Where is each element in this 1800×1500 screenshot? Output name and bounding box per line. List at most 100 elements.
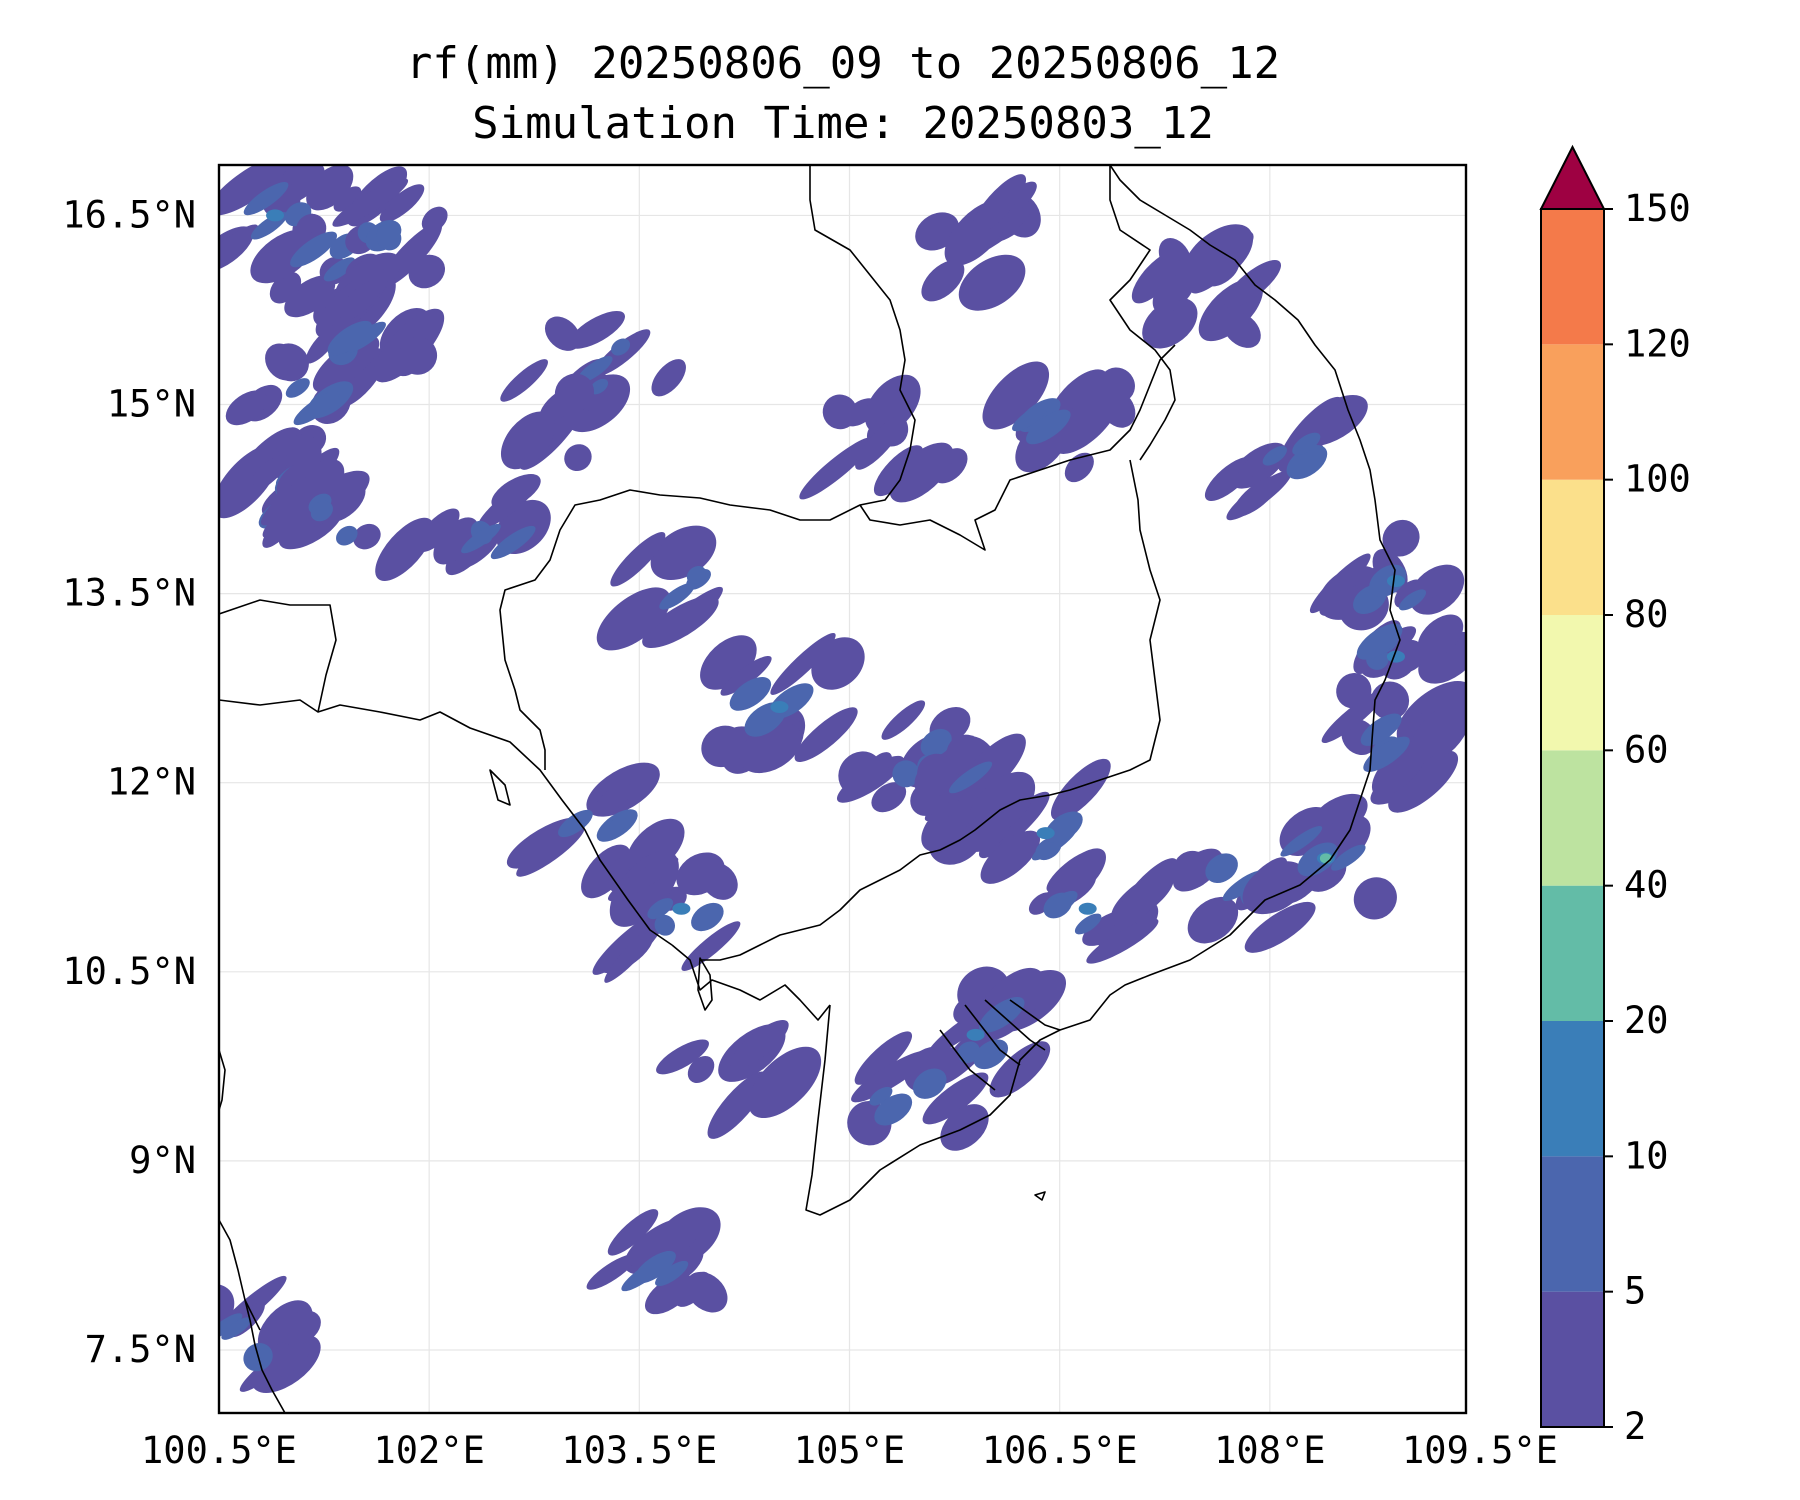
rain-patch-moderate (1044, 890, 1078, 917)
rain-patch (855, 415, 905, 470)
rain-patch (416, 508, 460, 553)
rain-patch (1114, 858, 1178, 930)
rain-patch-moderate (1044, 811, 1083, 843)
rain-patch-heavy (1078, 902, 1097, 915)
lat-tick-label: 10.5°N (62, 950, 196, 993)
rain-patch (398, 336, 438, 375)
island-koh-kong (489, 769, 511, 806)
rain-patch-moderate (1360, 713, 1402, 746)
rain-patch-core (1319, 853, 1332, 864)
colorbar-label: 120 (1624, 322, 1691, 365)
rain-patch (770, 633, 836, 695)
rain-patch (1183, 224, 1253, 286)
rain-patch (353, 523, 381, 550)
rain-patch-moderate (869, 1086, 893, 1106)
rain-patch-moderate (290, 231, 338, 268)
rain-patch-moderate (634, 1250, 676, 1284)
rain-patch (564, 444, 592, 472)
rain-patch-heavy (1386, 650, 1405, 663)
coastline-cambodia (671, 944, 831, 1021)
rain-patch-moderate (912, 1068, 947, 1099)
rain-patch-moderate (461, 523, 501, 554)
rain-patch (651, 359, 686, 397)
colorbar-label: 10 (1624, 1134, 1669, 1177)
rain-patch (284, 275, 336, 318)
rain-patch-heavy (966, 1028, 985, 1041)
rain-patch (864, 374, 921, 435)
rain-patch (642, 595, 719, 648)
rain-patch (219, 165, 289, 216)
rain-patch (1410, 703, 1466, 764)
rain-patch (586, 1254, 637, 1290)
rain-patch (871, 782, 907, 813)
rain-patch (256, 1338, 311, 1379)
rain-patch (889, 442, 954, 503)
rain-patch (1242, 861, 1308, 915)
lon-tick-label: 100.5°E (141, 1429, 297, 1472)
rain-patch-moderate (691, 902, 724, 932)
rain-patch (958, 254, 1026, 311)
rain-patch (851, 1050, 930, 1103)
rain-patch (982, 361, 1050, 430)
coastline-vietnam-south (805, 165, 1401, 1216)
rain-patch-moderate (892, 760, 920, 788)
rain-patch-moderate (490, 525, 536, 560)
rain-patch (1173, 850, 1212, 889)
rain-patch (305, 324, 341, 364)
colorbar-segment (1541, 750, 1604, 886)
rain-patch-moderate (221, 1317, 252, 1340)
colorbar-label: 20 (1624, 999, 1669, 1042)
rain-patch (1244, 901, 1316, 953)
rain-patch (838, 751, 883, 796)
rain-patch (375, 517, 434, 581)
colorbar-label: 5 (1624, 1270, 1646, 1313)
lat-tick-label: 9°N (129, 1139, 196, 1182)
rain-patch (971, 174, 1027, 235)
rain-patch (1238, 453, 1271, 479)
colorbar-label: 60 (1624, 728, 1669, 771)
colorbar-segment (1541, 479, 1604, 615)
mekong-delta-channels (939, 999, 1061, 1091)
rain-patch-moderate (729, 677, 772, 711)
rain-patch (656, 1039, 709, 1075)
rain-patch-moderate (1205, 853, 1238, 884)
rain-patch (332, 178, 409, 227)
colorbar-segment (1541, 1156, 1604, 1292)
colorbar-label: 80 (1624, 593, 1669, 636)
rain-patch (1187, 896, 1239, 944)
rain-patch-moderate (949, 761, 993, 794)
rain-patch (685, 1271, 728, 1313)
rain-patch-moderate (920, 728, 952, 757)
lat-tick-label: 16.5°N (62, 193, 196, 236)
rain-patch (720, 655, 772, 696)
rain-patch (610, 531, 666, 587)
rain-patch-moderate (1074, 913, 1102, 935)
colorbar-segment (1541, 1291, 1604, 1427)
rain-patch-moderate (655, 1260, 689, 1287)
rain-patch (219, 445, 280, 519)
border-laos-vietnam (1109, 165, 1176, 461)
colorbar: 2 5 10 20 40 60 80 100 120 150 (1539, 144, 1691, 1448)
rain-patch (1050, 758, 1111, 821)
colorbar-frame (1540, 208, 1605, 1428)
latitude-ticks: 16.5°N 15°N 13.5°N 12°N 10.5°N 9°N 7.5°N (62, 193, 196, 1371)
rain-patch-moderate (611, 338, 631, 356)
rain-patch-moderate (243, 181, 289, 216)
rain-patch (433, 517, 479, 565)
rain-patch-moderate (327, 320, 372, 356)
rain-patch-moderate (1398, 589, 1427, 611)
rain-patch (379, 184, 425, 223)
border-thailand-malaysia (244, 1299, 261, 1331)
rain-patch-moderate (1292, 432, 1321, 456)
rain-patch-heavy (1386, 575, 1405, 587)
rain-patch (581, 844, 631, 899)
rain-patch (932, 1046, 960, 1074)
rain-patch-moderate (1280, 826, 1323, 857)
rain-patch (607, 857, 679, 902)
rain-patch-moderate (219, 1313, 243, 1340)
rain-patch (604, 919, 665, 983)
colorbar-segment (1541, 1021, 1604, 1157)
rain-patch (989, 1041, 1051, 1098)
lon-tick-label: 108°E (1214, 1429, 1325, 1472)
rain-patch (339, 279, 383, 320)
